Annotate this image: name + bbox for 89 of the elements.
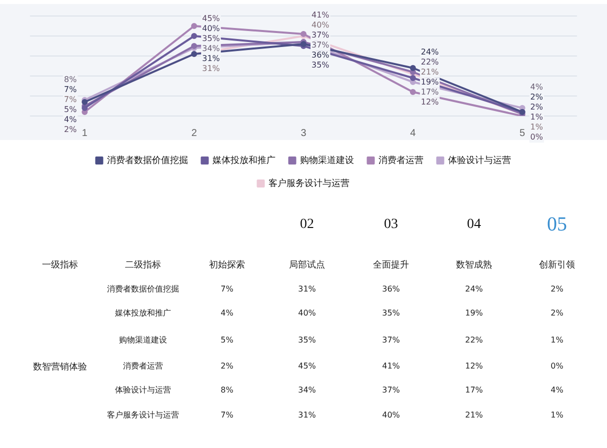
- data-label: 24%: [420, 48, 440, 57]
- x-tick-label: 3: [300, 128, 307, 139]
- data-label: 36%: [312, 50, 330, 60]
- data-label: 40%: [312, 20, 330, 30]
- data-label: 1%: [530, 112, 544, 122]
- text: 45%: [298, 362, 316, 370]
- text: 7%: [220, 410, 234, 420]
- text: 7%: [220, 284, 234, 294]
- data-label: 0%: [530, 132, 544, 142]
- text: 全面提升: [373, 259, 409, 272]
- text: 03: [384, 217, 398, 233]
- text: 05: [547, 214, 567, 236]
- legend-label: 消费者运营: [378, 154, 424, 165]
- text: 34%: [298, 386, 316, 394]
- text: 31%: [298, 410, 316, 420]
- x-tick-label: 1: [82, 128, 88, 139]
- text: 局部试点: [289, 259, 325, 272]
- text: 12%: [465, 362, 483, 370]
- text: 4%: [550, 386, 564, 394]
- data-label: 7%: [64, 85, 78, 94]
- text: 体验设计与运营: [115, 386, 171, 394]
- data-label: 8%: [64, 75, 78, 84]
- data-label: 31%: [202, 54, 220, 64]
- text: 客户服务设计与运营: [107, 410, 179, 420]
- data-label: 41%: [312, 10, 330, 20]
- data-label: 31%: [202, 64, 220, 74]
- text: 初始探索: [209, 259, 245, 272]
- text: 36%: [382, 284, 400, 294]
- legend-label: 消费者数据价值挖掘: [106, 154, 188, 165]
- data-label: 4%: [530, 82, 544, 92]
- text: 0%: [550, 362, 564, 370]
- text: 37%: [382, 386, 400, 394]
- text: 4%: [220, 308, 234, 318]
- text: 19%: [465, 308, 483, 318]
- data-label: 2%: [530, 92, 544, 102]
- text: 1%: [550, 336, 564, 344]
- text: 消费者运营: [123, 362, 163, 370]
- data-label: 2%: [64, 125, 78, 134]
- data-label: 45%: [202, 14, 220, 24]
- text: 2%: [220, 362, 234, 370]
- data-label: 1%: [530, 122, 544, 132]
- text: 数智成熟: [456, 259, 492, 272]
- text: 40%: [298, 308, 316, 318]
- data-label: 2%: [530, 102, 544, 112]
- text: 创新引领: [539, 259, 575, 272]
- text: 31%: [298, 284, 316, 294]
- data-label: 4%: [64, 115, 78, 124]
- text: 35%: [298, 336, 316, 344]
- data-label: 7%: [64, 95, 78, 104]
- text: 5%: [220, 336, 234, 344]
- text: 8%: [220, 386, 234, 394]
- text: 37%: [382, 336, 400, 344]
- text: 媒体投放和推广: [115, 308, 171, 318]
- legend-label: 体验设计与运营: [448, 154, 511, 165]
- data-label: 12%: [420, 98, 440, 107]
- data-label: 34%: [202, 44, 220, 54]
- text: 一级指标: [42, 259, 78, 272]
- data-label: 21%: [420, 68, 440, 77]
- text: 04: [467, 217, 481, 233]
- legend-label: 客户服务设计与运营: [268, 178, 350, 188]
- data-label: 17%: [420, 88, 440, 97]
- text: 24%: [465, 284, 483, 294]
- x-tick-label: 5: [520, 128, 526, 139]
- data-label: 19%: [420, 78, 440, 87]
- text: 35%: [382, 308, 400, 318]
- text: 40%: [382, 410, 400, 420]
- data-label: 5%: [64, 105, 78, 114]
- legend-label: 购物渠道建设: [300, 154, 354, 165]
- text: 消费者数据价值挖掘: [107, 284, 179, 294]
- x-tick-label: 4: [410, 128, 416, 139]
- data-label: 35%: [312, 60, 330, 70]
- data-label: 40%: [202, 24, 220, 34]
- data-label: 37%: [312, 40, 330, 50]
- text: 22%: [465, 336, 483, 344]
- text: 二级指标: [125, 259, 161, 272]
- data-label: 37%: [312, 30, 330, 40]
- text: 2%: [550, 284, 564, 294]
- text: 2%: [550, 308, 564, 318]
- legend-label: 媒体投放和推广: [212, 154, 276, 165]
- text: 02: [300, 217, 314, 233]
- text: 21%: [465, 410, 483, 420]
- text: 1%: [550, 410, 564, 420]
- x-tick-label: 2: [191, 128, 198, 139]
- text: 数智营销体验: [33, 361, 87, 374]
- text: 17%: [465, 386, 483, 394]
- text: 购物渠道建设: [119, 336, 167, 344]
- data-label: 35%: [202, 34, 220, 44]
- text: 41%: [382, 362, 400, 370]
- data-label: 22%: [420, 58, 440, 67]
